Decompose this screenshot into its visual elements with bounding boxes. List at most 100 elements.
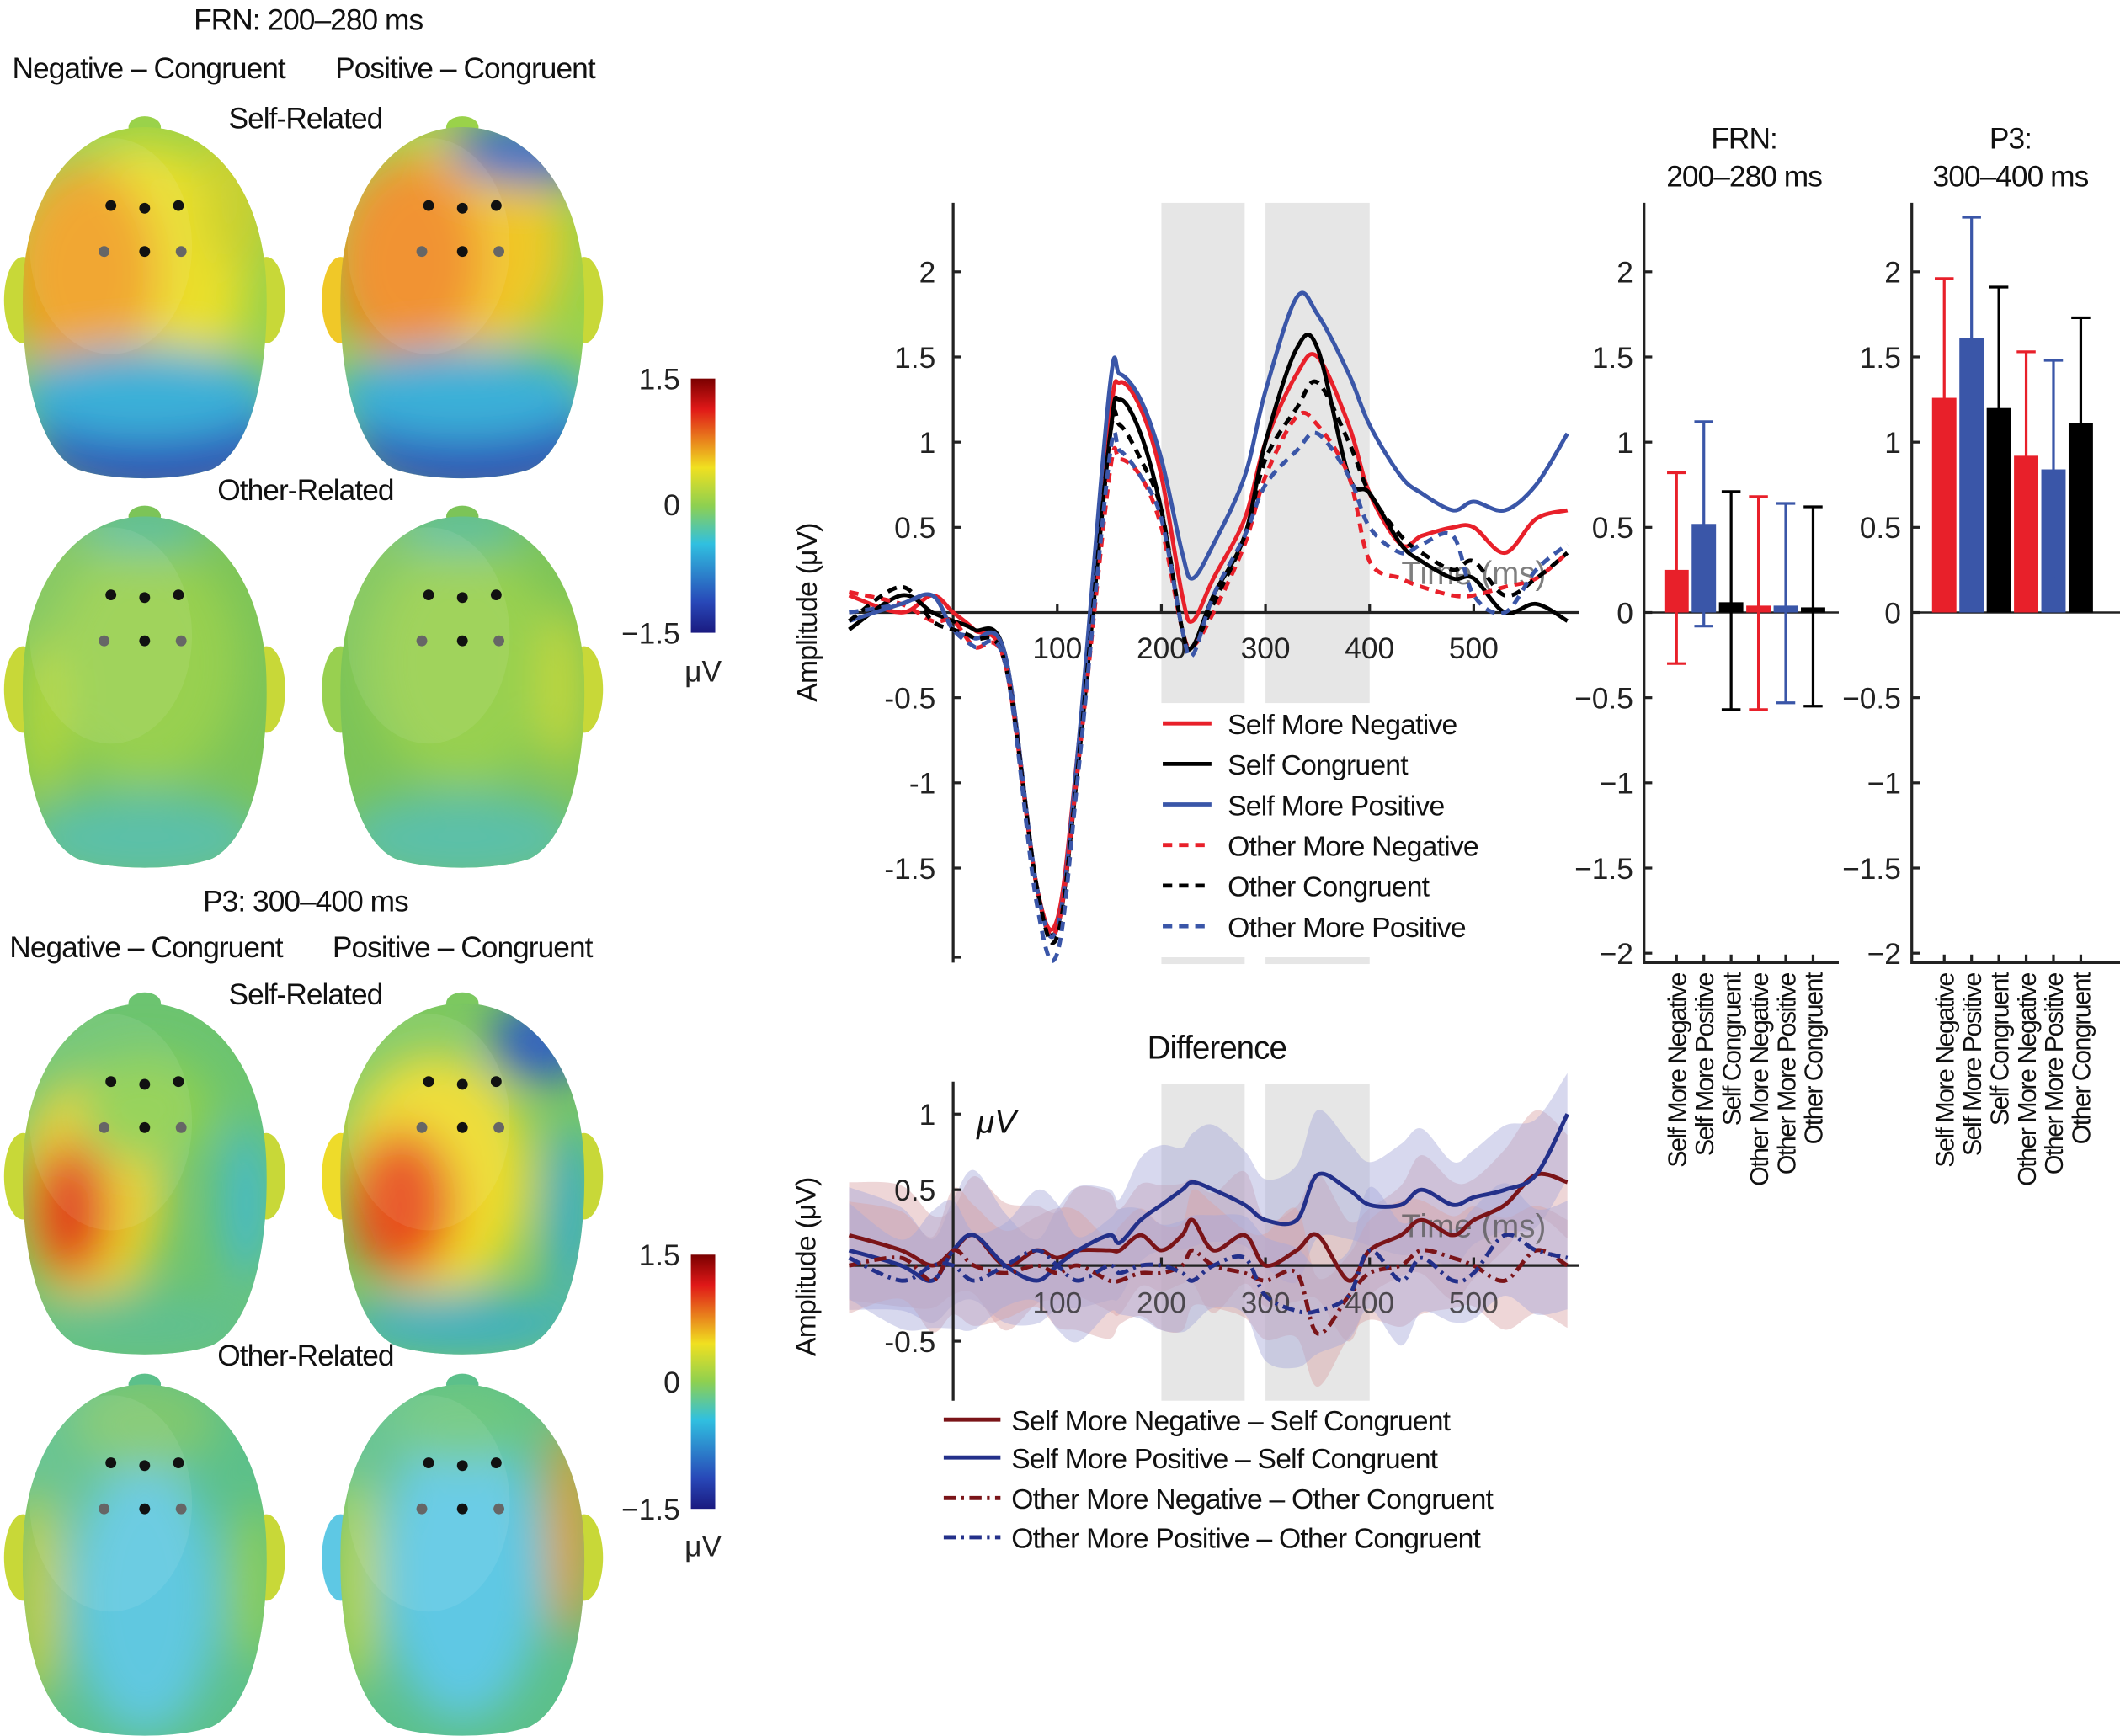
- x-tick-label: 300: [1241, 632, 1291, 665]
- colorbar-min: −1.5: [621, 1494, 680, 1526]
- y-tick-label: 0.5: [1860, 512, 1901, 545]
- category-label: Other Congruent: [2068, 972, 2096, 1144]
- category-label: Self More Negative: [1664, 973, 1692, 1168]
- x-tick-label: 200: [1137, 1286, 1186, 1319]
- column-label-positive: Positive – Congruent: [333, 931, 594, 964]
- confidence-band: [849, 1110, 1568, 1342]
- electrode-marker: [139, 1121, 151, 1133]
- head-maps: [3, 116, 604, 1736]
- legend-label: Other More Positive – Other Congruent: [1011, 1523, 1481, 1555]
- row-label-self: Self-Related: [229, 103, 383, 136]
- difference-line: [848, 1233, 1569, 1315]
- chart-title: P3:: [1989, 123, 2032, 156]
- electrode-marker: [139, 1078, 151, 1090]
- x-tick-label: 100: [1032, 1286, 1082, 1319]
- legend-label: Self More Negative: [1228, 709, 1457, 741]
- y-tick-label: -0.5: [884, 683, 935, 716]
- electrode-marker: [423, 589, 434, 601]
- category-label: Other More Negative: [2013, 973, 2042, 1186]
- electrode-marker: [139, 202, 151, 214]
- legend: Self More Negative Self Congruent Self Mor…: [1163, 709, 1479, 944]
- electrode-marker: [423, 1457, 434, 1469]
- series-line-other-congruent: [848, 379, 1569, 945]
- electrode-marker: [99, 1121, 110, 1133]
- electrode-marker: [423, 200, 434, 211]
- y-tick-label: −2: [1867, 938, 1901, 971]
- y-tick-label: 1: [919, 427, 936, 460]
- electrode-marker: [490, 1457, 502, 1469]
- y-tick-label: −1: [1867, 768, 1901, 801]
- colorbar-gradient: [690, 378, 716, 633]
- category-label: Self Congruent: [1985, 972, 2014, 1126]
- column-label-negative: Negative – Congruent: [13, 52, 286, 85]
- y-tick-label: 0.5: [894, 512, 935, 545]
- topographic-head-map: [3, 116, 285, 479]
- legend-label: Other More Negative – Other Congruent: [1011, 1483, 1494, 1515]
- electrode-marker: [490, 589, 502, 601]
- category-label: Self Congruent: [1718, 972, 1746, 1126]
- electrode-marker: [456, 1078, 468, 1090]
- y-tick-label: −2: [1600, 938, 1633, 971]
- electrode-marker: [173, 1076, 184, 1088]
- colorbar-unit: μV: [684, 655, 722, 688]
- category-label: Other Congruent: [1800, 972, 1829, 1144]
- legend-label: Self More Positive: [1228, 790, 1444, 822]
- electrode-marker: [173, 589, 184, 601]
- topographic-head-map: [322, 505, 604, 868]
- column-label-negative: Negative – Congruent: [9, 931, 283, 964]
- electrode-marker: [99, 635, 110, 647]
- electrode-marker: [105, 1457, 117, 1469]
- confidence-band: [849, 1187, 1568, 1387]
- y-tick-label: -0.5: [884, 1326, 935, 1359]
- x-tick-label: 300: [1241, 1286, 1291, 1319]
- topographic-head-map: [322, 1373, 604, 1736]
- topographic-head-map: [3, 1373, 285, 1736]
- electrode-marker: [99, 1503, 110, 1515]
- electrode-marker: [139, 635, 151, 647]
- category-label: Self More Positive: [1691, 973, 1719, 1157]
- scalp-potential: [22, 1384, 267, 1733]
- y-tick-label: −0.5: [1574, 683, 1633, 716]
- colorbar-unit: μV: [684, 1530, 722, 1563]
- x-tick-label: 500: [1449, 1286, 1499, 1319]
- topographic-head-map: [3, 505, 285, 868]
- frn-bar-chart: FRN: 200–280 ms 2 1.5 1 0.5 0 −0.5 −1 −1.5 −2 Sel…: [1574, 123, 1839, 1186]
- colorbar-min: −1.5: [621, 617, 680, 650]
- colorbar-frn: 1.5 0 −1.5 μV: [621, 364, 722, 689]
- x-tick-label: 400: [1345, 632, 1394, 665]
- colorbar-mid: 0: [663, 1366, 680, 1399]
- category-label: Other More Negative: [1745, 973, 1774, 1186]
- legend-label: Self More Negative – Self Congruent: [1011, 1405, 1451, 1437]
- colorbar-gradient: [690, 1254, 716, 1510]
- electrode-marker: [456, 202, 468, 214]
- electrode-marker: [456, 635, 468, 647]
- electrode-marker: [493, 1503, 504, 1515]
- y-tick-label: 0.5: [894, 1174, 935, 1207]
- electrode-marker: [493, 246, 504, 258]
- electrode-marker: [456, 1460, 468, 1472]
- legend-label: Other More Positive: [1228, 912, 1466, 944]
- y-tick-label: −0.5: [1842, 683, 1901, 716]
- electrode-marker: [175, 1121, 187, 1133]
- row-label-other: Other-Related: [217, 1339, 393, 1372]
- y-tick-label: 0.5: [1592, 512, 1633, 545]
- legend: Self More Negative – Self Congruent Self …: [943, 1405, 1494, 1555]
- electrode-marker: [139, 1503, 151, 1515]
- electrode-marker: [139, 246, 151, 258]
- colorbar-mid: 0: [663, 489, 680, 522]
- p3-bar-chart: P3: 300–400 ms 2 1.5 1 0.5 0 −0.5 −1 −1.5 −2 Self…: [1842, 123, 2120, 1186]
- y-tick-label: 1: [1884, 427, 1901, 460]
- p3-topomap-title: P3: 300–400 ms: [203, 885, 408, 918]
- electrode-marker: [456, 246, 468, 258]
- x-tick-label: 400: [1345, 1286, 1394, 1319]
- row-label-other: Other-Related: [217, 474, 393, 507]
- y-tick-label: 0: [1884, 597, 1901, 630]
- category-label: Self More Negative: [1931, 973, 1959, 1168]
- topographic-head-map: [322, 992, 604, 1355]
- electrode-marker: [416, 1121, 428, 1133]
- y-axis-label: Amplitude (μV): [791, 523, 823, 701]
- colorbar-max: 1.5: [639, 1239, 680, 1272]
- category-label: Other More Positive: [1772, 973, 1801, 1175]
- electrode-marker: [416, 635, 428, 647]
- difference-line: [849, 1248, 1569, 1336]
